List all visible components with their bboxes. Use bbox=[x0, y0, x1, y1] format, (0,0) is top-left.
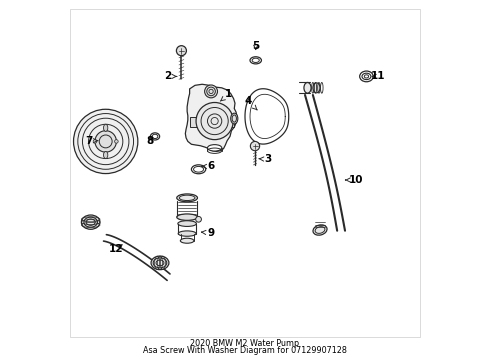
Text: 6: 6 bbox=[202, 161, 215, 171]
Text: 8: 8 bbox=[147, 136, 154, 146]
Text: 5: 5 bbox=[252, 41, 259, 51]
Bar bbox=[190, 117, 197, 127]
Circle shape bbox=[196, 216, 201, 222]
Text: 10: 10 bbox=[345, 175, 363, 185]
Ellipse shape bbox=[180, 238, 194, 243]
Ellipse shape bbox=[192, 165, 206, 174]
Text: 2020 BMW M2 Water Pump: 2020 BMW M2 Water Pump bbox=[191, 339, 299, 348]
Ellipse shape bbox=[178, 231, 196, 236]
Ellipse shape bbox=[151, 256, 169, 270]
Circle shape bbox=[74, 109, 138, 174]
Ellipse shape bbox=[231, 113, 238, 124]
Circle shape bbox=[93, 140, 97, 143]
Ellipse shape bbox=[150, 133, 160, 140]
Ellipse shape bbox=[250, 57, 262, 64]
Circle shape bbox=[176, 46, 186, 56]
Ellipse shape bbox=[177, 214, 197, 220]
Text: 4: 4 bbox=[245, 96, 257, 110]
Ellipse shape bbox=[103, 152, 108, 158]
Ellipse shape bbox=[207, 145, 222, 151]
Text: Asa Screw With Washer Diagram for 07129907128: Asa Screw With Washer Diagram for 071299… bbox=[143, 346, 347, 355]
Bar bbox=[228, 118, 234, 127]
Ellipse shape bbox=[313, 225, 327, 235]
Text: 2: 2 bbox=[164, 71, 177, 81]
Ellipse shape bbox=[360, 71, 373, 82]
Ellipse shape bbox=[304, 82, 311, 93]
Text: 7: 7 bbox=[85, 136, 98, 146]
Circle shape bbox=[95, 131, 117, 152]
Circle shape bbox=[115, 140, 118, 143]
Circle shape bbox=[250, 141, 260, 151]
Text: 1: 1 bbox=[220, 89, 233, 101]
Ellipse shape bbox=[81, 215, 100, 229]
Text: 9: 9 bbox=[201, 228, 215, 238]
Circle shape bbox=[205, 85, 218, 98]
Ellipse shape bbox=[103, 124, 108, 131]
Text: 3: 3 bbox=[259, 154, 272, 164]
Circle shape bbox=[196, 103, 233, 140]
Polygon shape bbox=[185, 84, 237, 152]
Text: 11: 11 bbox=[370, 71, 385, 81]
Ellipse shape bbox=[178, 221, 196, 226]
Ellipse shape bbox=[313, 83, 320, 93]
Text: 12: 12 bbox=[109, 244, 123, 253]
Ellipse shape bbox=[177, 194, 197, 202]
